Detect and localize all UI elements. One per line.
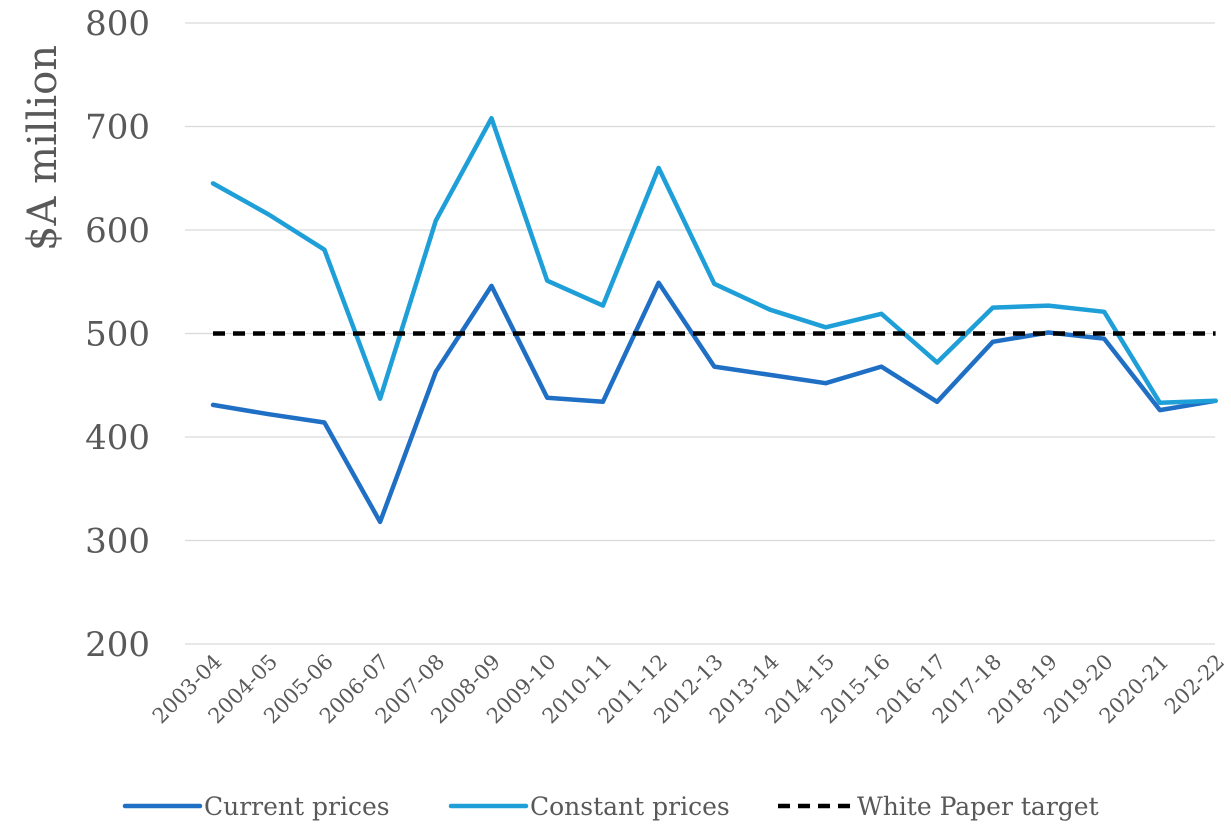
series-line-constant-prices — [210, 115, 1218, 406]
legend-label: White Paper target — [857, 792, 1099, 821]
legend: Current prices Constant prices White Paper… — [122, 792, 1099, 821]
y-axis-label: $A million — [20, 45, 66, 251]
y-tick-label: 600 — [85, 211, 150, 251]
y-tick-label: 800 — [85, 4, 150, 44]
x-axis-ticks: 2003-042004-052005-062006-072007-082008-… — [148, 650, 1229, 729]
y-tick-label: 700 — [85, 108, 150, 148]
legend-item: Constant prices — [448, 792, 730, 821]
x-tick-label: 202-22 — [1160, 650, 1229, 719]
legend-label: Current prices — [204, 792, 390, 821]
y-tick-label: 300 — [85, 522, 150, 562]
series-lines — [210, 115, 1218, 525]
legend-item: White Paper target — [778, 792, 1099, 821]
y-axis-ticks: 200 300 400 500 600 700 800 — [85, 4, 150, 665]
legend-label: Constant prices — [530, 792, 730, 821]
y-tick-label: 400 — [85, 418, 150, 458]
series-line-current-prices — [210, 280, 1218, 525]
y-tick-label: 200 — [85, 625, 150, 665]
y-tick-label: 500 — [85, 315, 150, 355]
legend-item: Current prices — [122, 792, 390, 821]
